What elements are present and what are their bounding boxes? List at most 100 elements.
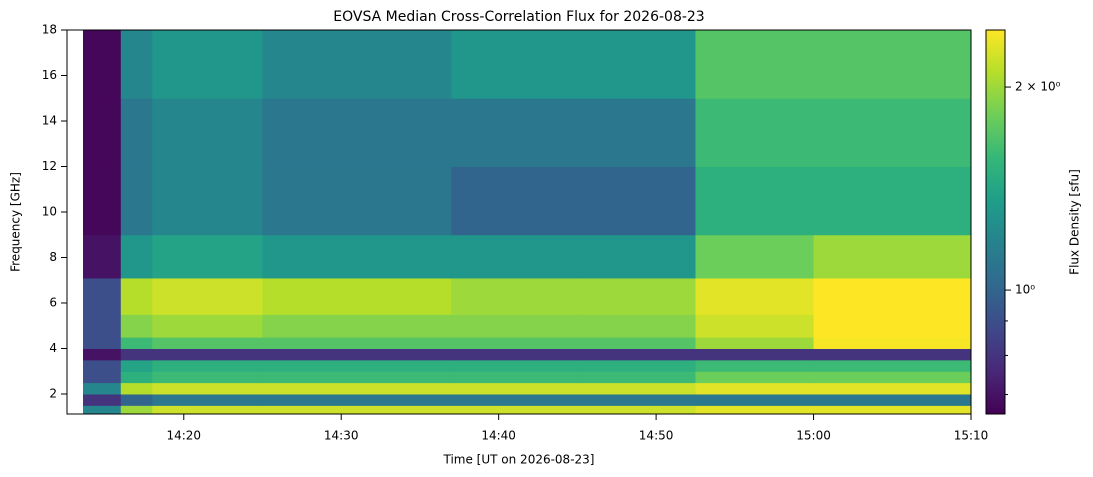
heatmap-cell [83,234,122,279]
heatmap-cell [695,234,815,279]
heatmap-cell [262,277,452,315]
heatmap-cell [813,337,972,349]
heatmap-cell [152,405,263,415]
heatmap-cell [451,314,578,338]
heatmap-cell [152,166,263,236]
heatmap-cell [83,277,122,315]
heatmap-cell [695,98,815,167]
heatmap-cell [451,337,578,349]
heatmap-cell [695,277,815,315]
heatmap-cell [120,348,153,361]
heatmap-cell [120,337,153,349]
chart-title: EOVSA Median Cross-Correlation Flux for … [333,9,704,25]
heatmap-cell [152,98,263,167]
x-tick-label: 14:40 [481,429,516,443]
heatmap-cell [120,393,153,406]
x-tick-label: 15:00 [796,429,831,443]
heatmap-cell [451,234,578,279]
heatmap-cell [262,371,452,384]
heatmap-cell [577,371,696,384]
heatmap-cell [83,359,122,372]
heatmap-cell [152,348,263,361]
heatmap-cell [813,234,972,279]
heatmap-cell [451,98,578,167]
heatmap-cell [577,348,696,361]
heatmap-cell [695,382,815,395]
y-tick-label: 18 [42,23,57,37]
heatmap-cell [262,98,452,167]
colorbar-tick-label: 10⁰ [1015,283,1035,297]
heatmap-cell [83,371,122,384]
heatmap-cell [451,393,578,406]
heatmap-cell [120,277,153,315]
heatmap-cell [83,405,122,415]
heatmap-cell [577,405,696,415]
heatmap-cell [695,314,815,338]
y-tick-label: 10 [42,204,57,218]
heatmap-cell [813,166,972,236]
heatmap-cell [83,337,122,349]
colorbar [985,29,1006,415]
heatmap-cell [120,371,153,384]
heatmap-cell [813,30,972,99]
heatmap-cell [813,405,972,415]
heatmap-cell [120,166,153,236]
colorbar-tick-label: 2 × 10⁰ [1015,80,1061,94]
heatmap-cell [577,98,696,167]
heatmap-cell [695,405,815,415]
heatmap-cell [577,382,696,395]
heatmap-cell [577,166,696,236]
heatmap-cell [262,30,452,99]
heatmap-cell [120,234,153,279]
heatmap-cell [83,98,122,167]
heatmap-cell [695,30,815,99]
heatmap-cell [695,371,815,384]
y-tick-label: 14 [42,113,57,127]
heatmap-cell [451,382,578,395]
heatmap-cell [152,314,263,338]
heatmap-cell [262,337,452,349]
heatmap-cell [152,382,263,395]
y-tick-label: 6 [49,295,57,309]
heatmap-cell [813,277,972,315]
heatmap-cell [120,382,153,395]
heatmap-cell [813,314,972,338]
y-axis-label: Frequency [GHz] [9,172,23,272]
x-tick-label: 14:20 [166,429,201,443]
heatmap-cell [451,166,578,236]
heatmap-cell [695,393,815,406]
heatmap-cell [262,314,452,338]
heatmap-cell [577,359,696,372]
heatmap-cell [813,393,972,406]
heatmap-cell [695,337,815,349]
heatmap-cell [120,405,153,415]
heatmap-cell [451,348,578,361]
heatmap-cell [695,166,815,236]
heatmap-cell [451,30,578,99]
heatmap-cell [152,359,263,372]
heatmap-cell [262,166,452,236]
heatmap-cell [451,359,578,372]
heatmap-cell [83,382,122,395]
x-tick-label: 14:50 [639,429,674,443]
heatmap-cell [695,359,815,372]
heatmap-cell [451,371,578,384]
heatmap-cell [262,359,452,372]
heatmap-cell [262,348,452,361]
y-tick-label: 2 [49,386,57,400]
heatmap-cell [83,166,122,236]
heatmap-cell [813,98,972,167]
heatmap-cell [577,337,696,349]
heatmap-cell [577,30,696,99]
heatmap-cell [152,30,263,99]
heatmap-cell [262,405,452,415]
heatmap-cell [813,371,972,384]
heatmap-cell [120,359,153,372]
heatmap-cell [83,314,122,338]
heatmap-cell [152,234,263,279]
heatmap-cell [813,348,972,361]
heatmap-cell [152,371,263,384]
heatmap-cell [813,359,972,372]
heatmap-cell [577,393,696,406]
y-tick-label: 12 [42,159,57,173]
